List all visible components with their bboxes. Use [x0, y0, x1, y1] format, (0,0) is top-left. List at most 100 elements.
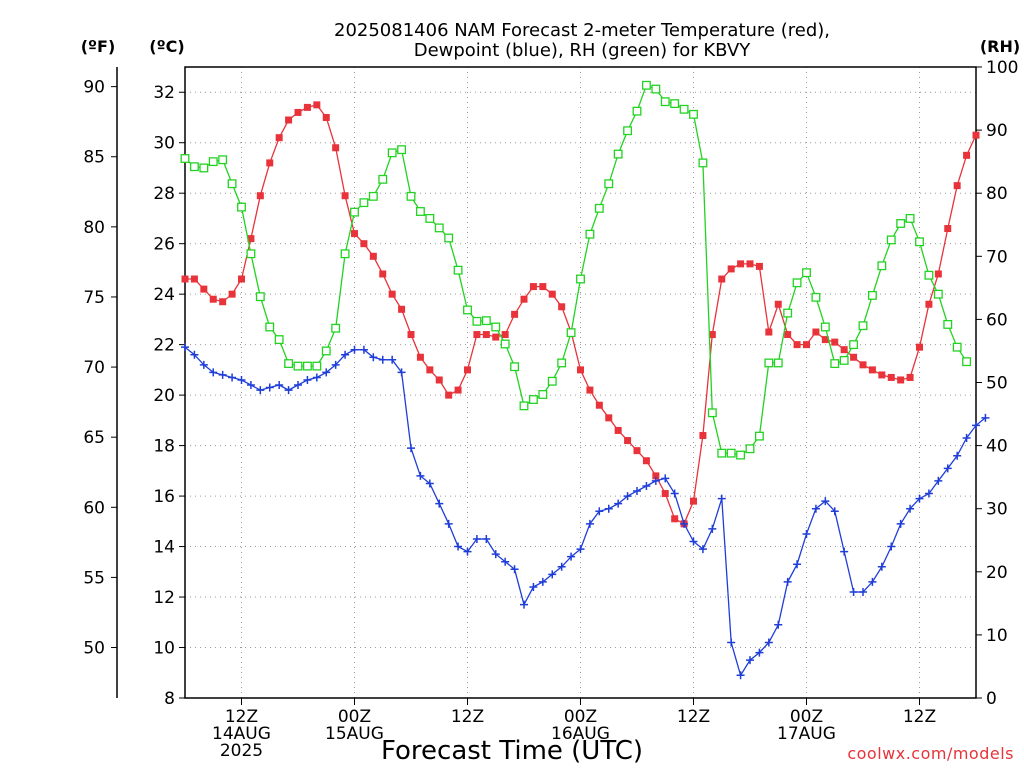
time-tick-label: 12Z — [677, 707, 710, 727]
temperature-point — [558, 303, 566, 311]
rh-point — [839, 355, 849, 365]
rh-point — [199, 163, 209, 173]
dewpoint-point — [454, 542, 463, 551]
rh-point — [453, 265, 463, 275]
time-tick-label: 12Z — [451, 707, 484, 727]
temperature-point — [511, 310, 519, 318]
dewpoint-point — [623, 492, 632, 501]
temperature-point — [642, 457, 650, 465]
rh-point — [820, 322, 830, 332]
rh-point — [528, 395, 538, 404]
rh-point — [849, 340, 859, 350]
rh-point — [754, 431, 764, 441]
temperature-point — [454, 386, 462, 394]
rh-point — [246, 249, 256, 259]
dewpoint-point — [557, 562, 566, 571]
temperature-point — [821, 336, 829, 344]
rh-point — [576, 274, 585, 284]
celsius-axis: 32 30 28 26 24 22 20 18 16 14 12 10 8 — [153, 83, 185, 709]
fahrenheit-axis: 90 85 80 75 70 65 60 55 50 — [83, 67, 118, 698]
temperature-point — [492, 333, 500, 341]
rh-tick-label: 60 — [986, 310, 1008, 330]
temperature-point — [916, 343, 923, 351]
dewpoint-point — [802, 529, 811, 538]
rh-point — [368, 191, 378, 201]
temperature-point — [850, 353, 858, 361]
dewpoint-point — [698, 545, 707, 554]
rh-tick-label: 50 — [986, 374, 1008, 394]
rh-point — [538, 390, 548, 399]
time-tick-label: 00Z — [338, 707, 371, 727]
rh-tick-label: 100 — [986, 58, 1018, 78]
temperature-point — [652, 472, 660, 480]
rh-tick-label: 70 — [986, 247, 1008, 267]
rh-point — [886, 235, 896, 245]
rh-point — [736, 450, 746, 460]
rh-point — [915, 237, 924, 247]
dewpoint-point — [585, 519, 594, 528]
dewpoint-point — [755, 648, 764, 657]
temperature-point — [539, 283, 547, 291]
rh-point — [491, 322, 501, 332]
temperature-point — [369, 252, 377, 260]
temperature-point — [906, 373, 914, 381]
rh-tick-label: 0 — [986, 689, 997, 709]
dewpoint-point — [708, 524, 717, 533]
dewpoint-point — [491, 550, 500, 559]
temperature-point — [548, 290, 556, 298]
temperature-point — [737, 260, 745, 268]
temperature-point — [963, 151, 971, 159]
dewpoint-point — [746, 656, 754, 665]
rh-point — [237, 202, 246, 212]
fahrenheit-unit-label: (ºF) — [81, 37, 116, 56]
dewpoint-point — [359, 345, 368, 354]
temperature-point — [398, 305, 406, 313]
dewpoint-point — [331, 360, 340, 369]
temperature-point — [285, 116, 293, 124]
dewpoint-point — [501, 557, 510, 566]
dewpoint-point — [472, 534, 481, 543]
fahrenheit-tick-label: 50 — [83, 639, 105, 659]
dewpoint-point — [567, 552, 576, 561]
temperature-point — [953, 182, 961, 190]
rh-point — [472, 316, 482, 326]
dewpoint-point — [934, 476, 943, 485]
rh-point — [331, 323, 341, 333]
rh-point — [415, 207, 425, 216]
x-axis-title: Forecast Time (UTC) — [381, 736, 643, 766]
rh-point — [274, 335, 284, 345]
rh-point — [698, 158, 708, 168]
rh-point — [397, 145, 407, 155]
temperature-point — [341, 192, 349, 200]
dewpoint-point — [416, 471, 425, 480]
temperature-point — [332, 144, 340, 152]
rh-point — [425, 213, 435, 223]
temperature-point — [718, 275, 726, 283]
temperature-point — [247, 235, 255, 243]
temperature-point — [529, 283, 537, 291]
series-layer — [180, 80, 990, 680]
dewpoint-point — [915, 494, 924, 503]
temperature-point — [238, 275, 245, 283]
rh-point — [867, 290, 877, 300]
series-dewpoint — [181, 343, 990, 680]
dewpoint-point — [312, 373, 321, 382]
time-tick-label: 2025 — [220, 741, 263, 761]
temperature-point — [624, 437, 632, 445]
dewpoint-point — [520, 600, 528, 609]
rh-point — [293, 361, 303, 371]
time-tick-label: 00Z — [564, 707, 597, 727]
dewpoint-point — [529, 582, 538, 591]
dewpoint-point — [463, 547, 472, 556]
temperature-point — [190, 275, 198, 283]
rh-point — [547, 376, 557, 386]
celsius-tick-label: 18 — [153, 437, 175, 457]
dewpoint-point — [661, 474, 670, 483]
fahrenheit-tick-label: 65 — [83, 428, 105, 448]
dewpoint-point — [237, 375, 246, 384]
temperature-point — [416, 353, 424, 361]
dewpoint-point — [906, 504, 915, 513]
dewpoint-point — [350, 345, 359, 354]
